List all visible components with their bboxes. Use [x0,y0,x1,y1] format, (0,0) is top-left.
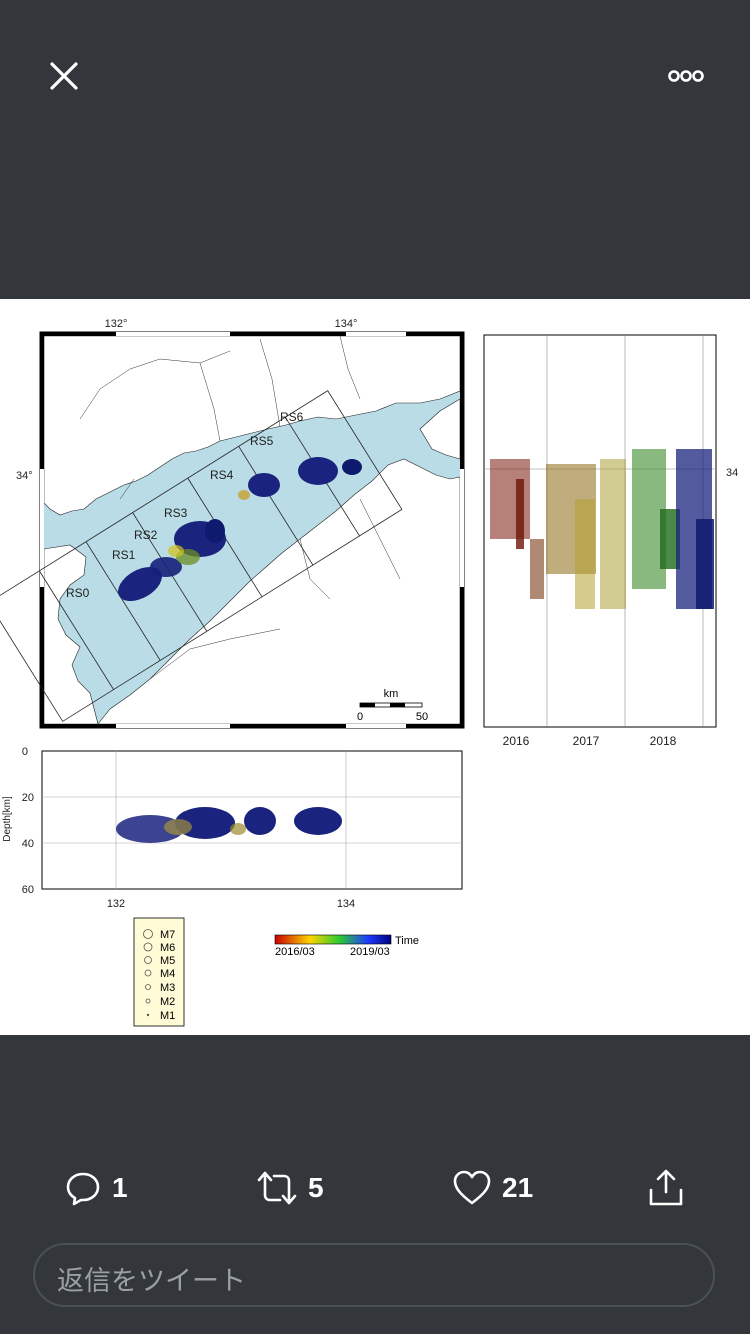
svg-text:2016/03: 2016/03 [275,946,315,958]
region-label-rs5: RS5 [250,434,274,448]
time-colorbar: Time 2016/03 2019/03 [274,934,419,958]
more-options-button[interactable] [660,58,716,94]
svg-text:0: 0 [22,746,28,758]
seismicity-clusters [118,457,362,602]
close-button[interactable] [40,54,88,98]
depth-panel: 0 20 40 60 Depth[km] 132 134 [2,746,463,910]
time-panel-lat-label: 34 [726,467,738,479]
svg-text:M3: M3 [160,982,175,994]
reply-input[interactable]: 返信をツイート [33,1243,715,1307]
svg-text:20: 20 [22,792,34,804]
svg-text:M5: M5 [160,955,175,967]
time-panel: 34 2016 2017 2018 [483,334,738,748]
like-count: 21 [502,1172,534,1203]
region-label-rs4: RS4 [210,468,234,482]
svg-text:M6: M6 [160,942,175,954]
year-label-2018: 2018 [650,734,677,748]
close-icon [50,62,78,90]
svg-text:M4: M4 [160,968,175,980]
svg-text:50: 50 [416,711,428,723]
svg-text:134: 134 [337,898,355,910]
like-button[interactable]: 21 [452,1158,533,1218]
tweet-media-image[interactable]: 132° 134° 34° RS0 RS1 RS2 RS3 RS4 RS5 RS… [0,299,750,1035]
svg-text:132: 132 [107,898,125,910]
svg-text:km: km [384,688,399,700]
year-label-2016: 2016 [503,734,530,748]
depth-axis-label: Depth[km] [2,796,13,842]
reply-placeholder: 返信をツイート [57,1266,246,1297]
region-label-rs3: RS3 [164,506,188,520]
share-icon [649,1169,683,1206]
region-label-rs1: RS1 [112,548,136,562]
tweet-action-bar: 1 5 21 [0,1158,750,1218]
svg-text:M2: M2 [160,996,175,1008]
svg-text:Time: Time [395,935,419,947]
svg-text:0: 0 [357,711,363,723]
region-label-rs2: RS2 [134,528,158,542]
heart-icon [453,1170,491,1205]
region-label-rs0: RS0 [66,586,90,600]
magnitude-legend: M7 M6 M5 M4 M3 M2 M1 [133,917,185,1027]
svg-text:M7: M7 [160,929,175,941]
reply-icon [66,1172,100,1206]
top-bar [0,0,750,150]
year-label-2017: 2017 [573,734,600,748]
svg-text:60: 60 [22,884,34,896]
retweet-button[interactable]: 5 [256,1158,324,1218]
svg-text:2019/03: 2019/03 [350,946,390,958]
reply-button[interactable]: 1 [64,1158,128,1218]
map-panel: 132° 134° 34° RS0 RS1 RS2 RS3 RS4 RS5 RS… [0,318,465,729]
lon-tick-134: 134° [335,318,358,330]
more-options-icon [668,70,704,82]
retweet-icon [257,1171,297,1205]
region-label-rs6: RS6 [280,410,304,424]
scale-bar: km 0 50 [357,688,428,723]
svg-text:M1: M1 [160,1010,175,1022]
lon-tick-132: 132° [105,318,128,330]
svg-text:40: 40 [22,838,34,850]
retweet-count: 5 [308,1172,324,1203]
share-button[interactable] [646,1158,686,1218]
reply-count: 1 [112,1172,128,1203]
lat-tick-34: 34° [16,470,33,482]
